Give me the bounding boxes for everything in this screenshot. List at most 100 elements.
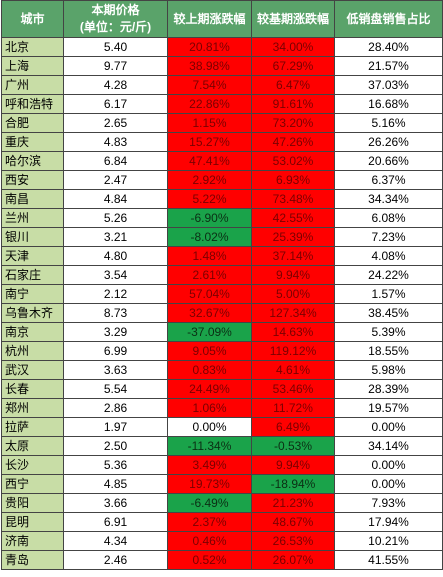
share-cell: 19.57% <box>334 398 443 418</box>
mom-change-cell: 19.73% <box>167 474 252 494</box>
mom-change-cell: -11.34% <box>167 436 252 456</box>
table-row: 拉萨 1.97 0.00% 6.49% 0.00% <box>1 417 443 437</box>
city-cell: 天津 <box>1 246 64 266</box>
price-cell: 2.12 <box>63 284 168 304</box>
mom-change-cell: 5.22% <box>167 189 252 209</box>
table-row: 兰州 5.26 -6.90% 42.55% 6.08% <box>1 208 443 228</box>
share-cell: 34.34% <box>334 189 443 209</box>
mom-change-cell: -6.49% <box>167 493 252 513</box>
city-cell: 上海 <box>1 56 64 76</box>
mom-change-cell: 22.86% <box>167 94 252 114</box>
yoy-change-cell: 25.39% <box>251 227 335 247</box>
yoy-change-cell: 37.14% <box>251 246 335 266</box>
price-cell: 6.84 <box>63 151 168 171</box>
price-cell: 6.99 <box>63 341 168 361</box>
price-cell: 5.36 <box>63 455 168 475</box>
share-cell: 20.66% <box>334 151 443 171</box>
yoy-change-cell: -0.53% <box>251 436 335 456</box>
mom-change-cell: 20.81% <box>167 37 252 57</box>
mom-change-cell: 2.61% <box>167 265 252 285</box>
yoy-change-cell: 26.53% <box>251 531 335 551</box>
price-cell: 8.73 <box>63 303 168 323</box>
mom-change-cell: 7.54% <box>167 75 252 95</box>
mom-change-cell: 9.05% <box>167 341 252 361</box>
table-row: 合肥 2.65 1.15% 73.20% 5.16% <box>1 113 443 133</box>
yoy-change-cell: 119.12% <box>251 341 335 361</box>
yoy-change-cell: 34.00% <box>251 37 335 57</box>
mom-change-cell: 1.48% <box>167 246 252 266</box>
city-cell: 拉萨 <box>1 417 64 437</box>
share-cell: 37.03% <box>334 75 443 95</box>
city-cell: 合肥 <box>1 113 64 133</box>
yoy-change-cell: 5.00% <box>251 284 335 304</box>
share-cell: 26.26% <box>334 132 443 152</box>
city-cell: 哈尔滨 <box>1 151 64 171</box>
yoy-change-cell: 73.20% <box>251 113 335 133</box>
yoy-change-cell: 48.67% <box>251 512 335 532</box>
header-price: 本期价格 (单位：元/斤) <box>63 0 168 38</box>
table-row: 南宁 2.12 57.04% 5.00% 1.57% <box>1 284 443 304</box>
mom-change-cell: 1.15% <box>167 113 252 133</box>
table-row: 北京 5.40 20.81% 34.00% 28.40% <box>1 37 443 57</box>
header-city: 城市 <box>1 0 64 38</box>
price-cell: 3.29 <box>63 322 168 342</box>
city-cell: 长春 <box>1 379 64 399</box>
header-price-unit: (单位：元/斤) <box>79 20 152 34</box>
yoy-change-cell: 6.93% <box>251 170 335 190</box>
price-cell: 3.66 <box>63 493 168 513</box>
share-cell: 18.55% <box>334 341 443 361</box>
price-cell: 2.65 <box>63 113 168 133</box>
share-cell: 41.55% <box>334 550 443 570</box>
yoy-change-cell: 4.61% <box>251 360 335 380</box>
city-cell: 南宁 <box>1 284 64 304</box>
share-cell: 34.14% <box>334 436 443 456</box>
mom-change-cell: 24.49% <box>167 379 252 399</box>
yoy-change-cell: -18.94% <box>251 474 335 494</box>
yoy-change-cell: 42.55% <box>251 208 335 228</box>
table-row: 哈尔滨 6.84 47.41% 53.02% 20.66% <box>1 151 443 171</box>
price-cell: 5.40 <box>63 37 168 57</box>
mom-change-cell: 2.37% <box>167 512 252 532</box>
table-row: 长沙 5.36 3.49% 9.94% 0.00% <box>1 455 443 475</box>
city-cell: 长沙 <box>1 455 64 475</box>
price-cell: 3.54 <box>63 265 168 285</box>
share-cell: 6.08% <box>334 208 443 228</box>
city-cell: 广州 <box>1 75 64 95</box>
price-cell: 3.63 <box>63 360 168 380</box>
city-cell: 西宁 <box>1 474 64 494</box>
table-body: 北京 5.40 20.81% 34.00% 28.40% 上海 9.77 38.98% 67.2… <box>1 37 443 570</box>
table-row: 郑州 2.86 1.06% 11.72% 19.57% <box>1 398 443 418</box>
city-cell: 贵阳 <box>1 493 64 513</box>
city-cell: 重庆 <box>1 132 64 152</box>
yoy-change-cell: 47.26% <box>251 132 335 152</box>
city-cell: 银川 <box>1 227 64 247</box>
city-cell: 呼和浩特 <box>1 94 64 114</box>
city-cell: 昆明 <box>1 512 64 532</box>
price-cell: 4.84 <box>63 189 168 209</box>
city-cell: 武汉 <box>1 360 64 380</box>
table-row: 武汉 3.63 0.83% 4.61% 5.98% <box>1 360 443 380</box>
price-cell: 2.50 <box>63 436 168 456</box>
yoy-change-cell: 6.47% <box>251 75 335 95</box>
table-row: 乌鲁木齐 8.73 32.67% 127.34% 38.45% <box>1 303 443 323</box>
price-cell: 9.77 <box>63 56 168 76</box>
table-row: 广州 4.28 7.54% 6.47% 37.03% <box>1 75 443 95</box>
price-cell: 4.83 <box>63 132 168 152</box>
yoy-change-cell: 11.72% <box>251 398 335 418</box>
price-cell: 6.91 <box>63 512 168 532</box>
share-cell: 28.40% <box>334 37 443 57</box>
yoy-change-cell: 53.02% <box>251 151 335 171</box>
price-cell: 1.97 <box>63 417 168 437</box>
price-cell: 3.21 <box>63 227 168 247</box>
table-row: 南京 3.29 -37.09% 14.63% 5.39% <box>1 322 443 342</box>
header-price-title: 本期价格 <box>91 3 140 17</box>
mom-change-cell: 0.46% <box>167 531 252 551</box>
mom-change-cell: 0.83% <box>167 360 252 380</box>
price-cell: 4.85 <box>63 474 168 494</box>
price-cell: 4.80 <box>63 246 168 266</box>
city-cell: 石家庄 <box>1 265 64 285</box>
share-cell: 6.37% <box>334 170 443 190</box>
header-share: 低销盘销售占比 <box>334 0 443 38</box>
price-cell: 6.17 <box>63 94 168 114</box>
